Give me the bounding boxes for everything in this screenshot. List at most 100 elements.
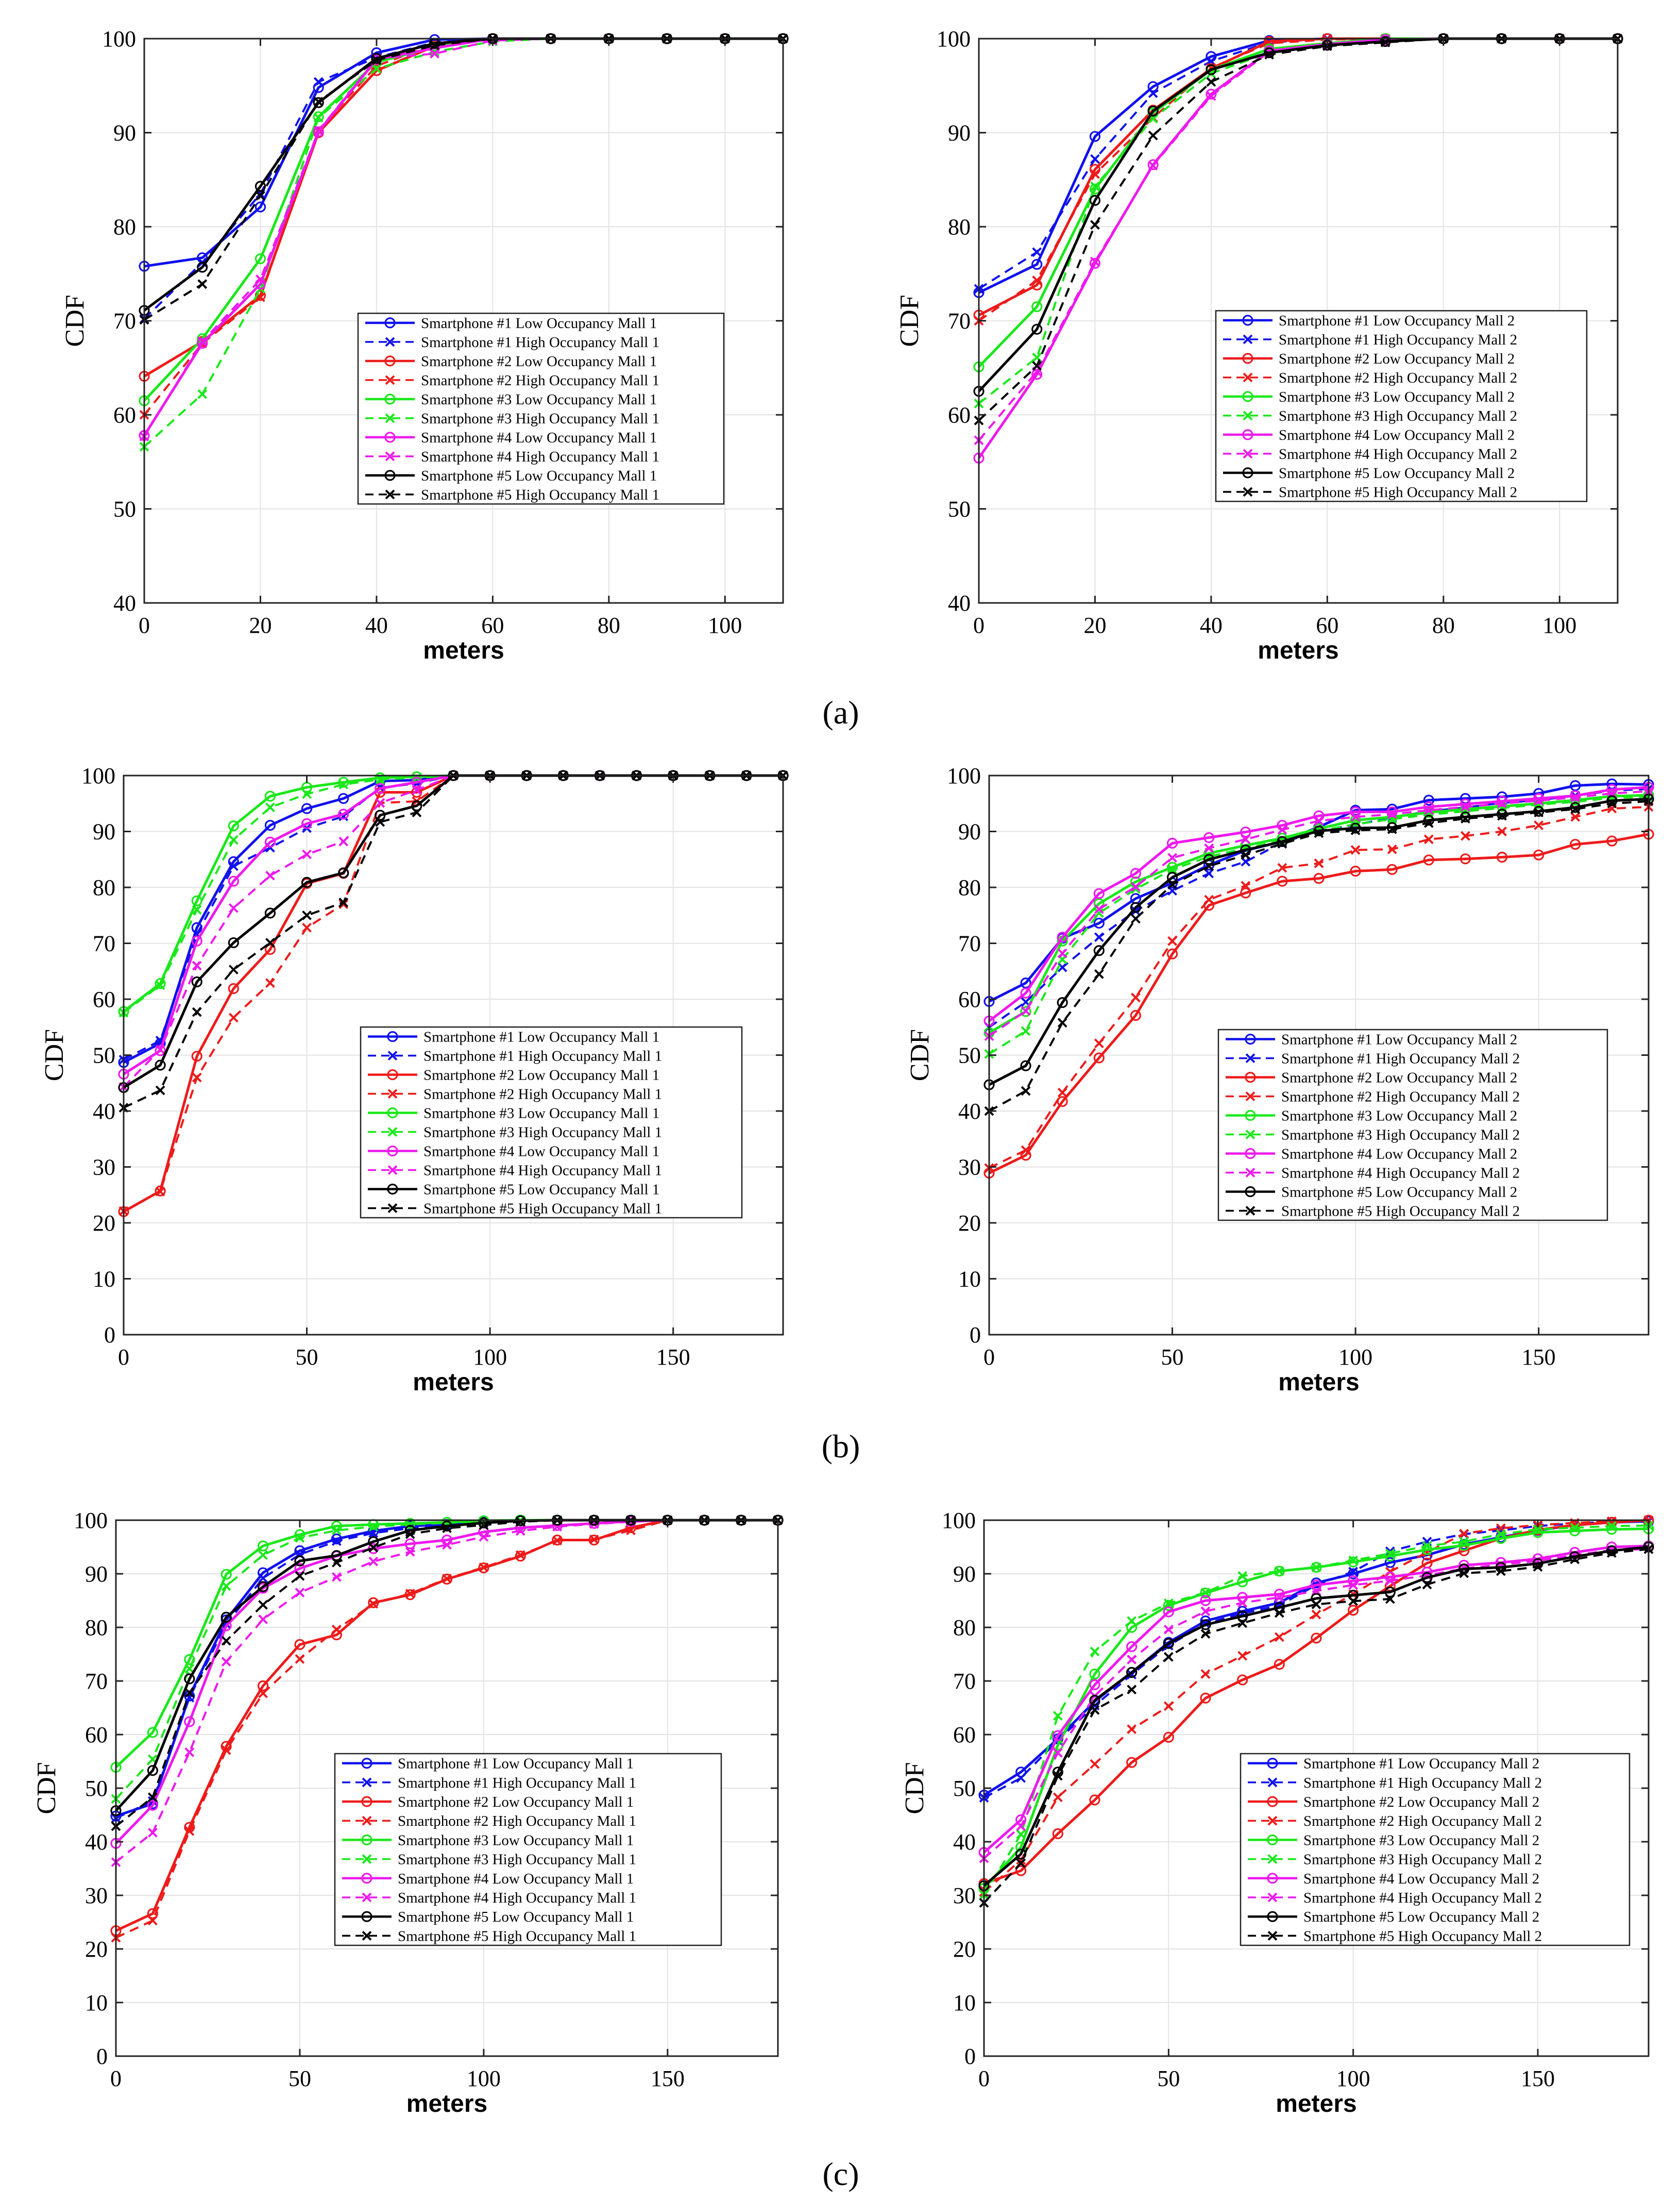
data-point bbox=[1126, 1641, 1138, 1653]
y-tick-label: 30 bbox=[953, 1883, 976, 1908]
data-point bbox=[1094, 932, 1104, 942]
legend-box bbox=[1217, 1029, 1608, 1221]
data-point bbox=[1461, 814, 1470, 823]
data-point bbox=[1277, 838, 1287, 849]
legend-entry-label: Smartphone #1 Low Occupancy Mall 1 bbox=[423, 1029, 659, 1046]
data-point bbox=[1422, 1541, 1432, 1551]
legend-box bbox=[357, 312, 725, 505]
data-point bbox=[1423, 818, 1434, 828]
y-tick-label: 50 bbox=[948, 497, 971, 522]
legend-entry-label: Smartphone #3 High Occupancy Mall 2 bbox=[1279, 408, 1517, 425]
data-point bbox=[192, 1072, 202, 1083]
x-tick-label: 0 bbox=[973, 613, 985, 638]
data-point bbox=[1052, 1828, 1063, 1839]
data-point bbox=[589, 1535, 599, 1544]
data-point bbox=[441, 1573, 453, 1585]
data-point bbox=[228, 903, 239, 913]
data-point bbox=[331, 1550, 342, 1561]
chart-b-mall2: 0 50 100 1500102030405060708090100metersCDF… bbox=[905, 763, 1654, 1396]
data-point bbox=[442, 1573, 452, 1584]
data-point bbox=[1021, 1086, 1031, 1096]
data-point bbox=[1277, 825, 1287, 835]
y-tick-label: 50 bbox=[113, 497, 136, 522]
legend-marker bbox=[361, 1873, 372, 1884]
data-point bbox=[1053, 1711, 1063, 1721]
data-point bbox=[1090, 181, 1100, 191]
legend-entry-label: Smartphone #3 High Occupancy Mall 1 bbox=[421, 411, 659, 427]
panel-label-a: (a) bbox=[822, 694, 859, 731]
data-point bbox=[411, 777, 422, 788]
data-point bbox=[1163, 1731, 1174, 1743]
data-point bbox=[479, 1562, 489, 1572]
data-point bbox=[1131, 993, 1141, 1003]
legend-entry-label: Smartphone #1 High Occupancy Mall 2 bbox=[1281, 1051, 1520, 1067]
data-point bbox=[295, 1533, 305, 1543]
data-point bbox=[1057, 931, 1068, 943]
data-point bbox=[1131, 906, 1141, 916]
legend-marker bbox=[385, 413, 395, 423]
data-point bbox=[1459, 1537, 1469, 1547]
data-point bbox=[1093, 945, 1105, 956]
data-point bbox=[1167, 936, 1177, 946]
y-tick-label: 100 bbox=[937, 26, 971, 52]
data-point bbox=[1274, 1592, 1284, 1603]
data-point bbox=[1166, 837, 1178, 849]
data-point bbox=[1148, 160, 1158, 171]
legend-entry-label: Smartphone #3 Low Occupancy Mall 1 bbox=[421, 392, 657, 408]
data-point bbox=[258, 1573, 268, 1583]
legend-marker bbox=[1245, 1206, 1255, 1216]
x-tick-label: 20 bbox=[249, 613, 271, 638]
data-point bbox=[221, 1636, 231, 1646]
data-point bbox=[1089, 195, 1101, 206]
legend-marker bbox=[387, 1183, 398, 1195]
data-point bbox=[1163, 1606, 1174, 1618]
data-point bbox=[1423, 834, 1434, 845]
data-point bbox=[412, 808, 422, 818]
data-point bbox=[220, 1611, 232, 1623]
legend-entry-label: Smartphone #5 High Occupancy Mall 1 bbox=[421, 487, 659, 503]
data-point bbox=[184, 1826, 195, 1836]
legend-marker bbox=[384, 469, 396, 481]
data-point bbox=[1203, 832, 1215, 844]
x-tick-label: 50 bbox=[1161, 1344, 1184, 1370]
data-point bbox=[1163, 1701, 1174, 1711]
data-point bbox=[626, 1525, 636, 1536]
data-point bbox=[220, 1569, 232, 1580]
y-tick-label: 90 bbox=[113, 121, 136, 146]
data-point bbox=[184, 1747, 195, 1757]
data-point bbox=[191, 976, 202, 987]
data-point bbox=[1206, 89, 1217, 100]
data-point bbox=[405, 1546, 415, 1557]
data-point bbox=[1021, 1145, 1031, 1155]
y-tick-label: 0 bbox=[104, 1322, 115, 1348]
data-point bbox=[1090, 1759, 1100, 1769]
chart-c-mall1: 0 50 100 1500102030405060708090100metersCDF… bbox=[32, 1508, 784, 2117]
data-point bbox=[313, 111, 324, 123]
x-tick-label: 50 bbox=[1157, 2066, 1180, 2091]
legend-entry-label: Smartphone #5 Low Occupancy Mall 1 bbox=[421, 468, 657, 484]
x-axis-label: meters bbox=[1278, 1369, 1359, 1396]
data-point bbox=[258, 1688, 268, 1699]
legend-entry-label: Smartphone #2 High Occupancy Mall 1 bbox=[421, 373, 659, 389]
data-point bbox=[1093, 1052, 1105, 1064]
data-point bbox=[1385, 1594, 1395, 1604]
data-point bbox=[1533, 849, 1545, 861]
data-point bbox=[1241, 881, 1251, 891]
data-point bbox=[1031, 259, 1043, 270]
legend-marker bbox=[1245, 1148, 1256, 1159]
x-axis-label: meters bbox=[423, 637, 504, 664]
data-point bbox=[228, 1013, 239, 1023]
data-point bbox=[1348, 1596, 1359, 1606]
data-point bbox=[147, 1827, 158, 1838]
data-point bbox=[1130, 868, 1142, 879]
data-point bbox=[228, 937, 239, 949]
legend-marker bbox=[362, 1815, 372, 1826]
legend-marker bbox=[362, 1930, 372, 1941]
x-axis-label: meters bbox=[1258, 637, 1338, 664]
y-tick-label: 40 bbox=[958, 1099, 981, 1124]
legend-marker bbox=[1267, 1815, 1278, 1826]
data-point bbox=[1533, 793, 1545, 804]
y-tick-label: 20 bbox=[85, 1937, 108, 1962]
data-point bbox=[1053, 1747, 1063, 1758]
data-point bbox=[1533, 1562, 1543, 1572]
